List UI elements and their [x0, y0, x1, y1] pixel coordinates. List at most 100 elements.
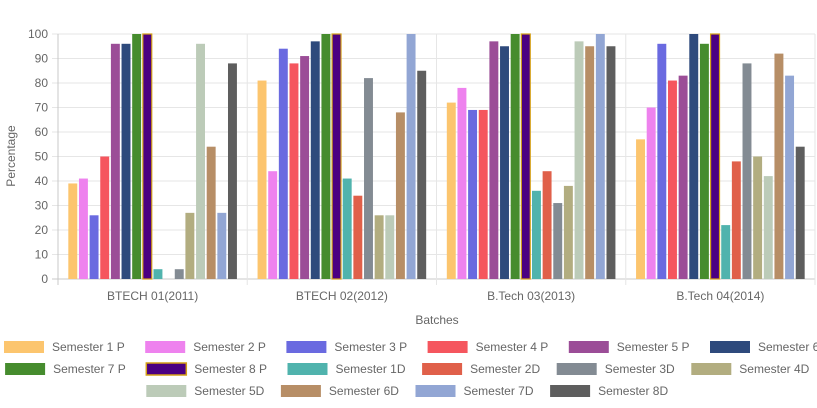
bar[interactable] [785, 75, 795, 280]
bar[interactable] [563, 185, 573, 279]
legend-item[interactable]: Semester 6 P [710, 340, 817, 354]
bar[interactable] [668, 80, 677, 279]
bar[interactable] [153, 269, 163, 279]
legend-label: Semester 2D [470, 362, 540, 376]
bar[interactable] [689, 34, 699, 279]
bar[interactable] [374, 215, 384, 279]
bar[interactable] [68, 183, 78, 279]
bar[interactable] [678, 75, 688, 280]
legend-label: Semester 1 P [52, 340, 125, 354]
bar[interactable] [385, 215, 395, 279]
bar[interactable] [595, 34, 605, 279]
bar[interactable] [646, 107, 656, 280]
legend-item[interactable]: Semester 1 P [4, 340, 125, 354]
bar[interactable] [636, 139, 645, 279]
bar[interactable] [142, 33, 153, 280]
legend-swatch [691, 363, 732, 375]
bar[interactable] [100, 156, 110, 280]
legend-item[interactable]: Semester 7 P [5, 362, 126, 376]
legend-item[interactable]: Semester 3D [556, 362, 675, 376]
bar[interactable] [531, 190, 541, 279]
legend-item[interactable]: Semester 6D [280, 384, 399, 398]
bar[interactable] [227, 63, 237, 280]
legend-swatch [568, 341, 609, 353]
bar[interactable] [457, 87, 467, 280]
legend-item[interactable]: Semester 7D [415, 384, 534, 398]
bar[interactable] [709, 33, 721, 280]
legend-item[interactable]: Semester 3 P [286, 340, 407, 354]
legend: Semester 1 P Semester 2 P Semester 3 P Seme… [4, 340, 817, 398]
legend-item[interactable]: Semester 5D [146, 384, 265, 398]
legend-label: Semester 3 P [334, 340, 407, 354]
legend-swatch [710, 341, 750, 353]
bar[interactable] [121, 43, 131, 279]
bar[interactable] [132, 34, 142, 279]
bar[interactable] [542, 171, 552, 279]
bar[interactable] [406, 34, 416, 279]
legend-item[interactable]: Semester 8D [550, 384, 668, 398]
bar[interactable] [196, 43, 205, 279]
bar[interactable] [606, 46, 616, 279]
bar[interactable] [89, 215, 99, 279]
bar[interactable] [553, 203, 563, 279]
bar[interactable] [795, 146, 805, 279]
bar[interactable] [300, 56, 310, 279]
bar[interactable] [257, 80, 267, 279]
bar[interactable] [353, 195, 363, 279]
legend-item[interactable]: Semester 5 P [568, 340, 690, 354]
legend-item[interactable]: Semester 4D [691, 362, 810, 376]
bar[interactable] [331, 33, 342, 280]
legend-item[interactable]: Semester 4 P [427, 340, 549, 354]
legend-label: Semester 6 P [758, 340, 817, 354]
bar[interactable] [78, 178, 88, 279]
bar[interactable] [574, 41, 584, 279]
bar[interactable] [395, 112, 405, 280]
bar[interactable] [774, 53, 784, 279]
bar[interactable] [446, 102, 456, 279]
bar[interactable] [310, 41, 320, 279]
bar[interactable] [731, 161, 741, 279]
bar[interactable] [520, 33, 531, 280]
legend-item[interactable]: Semester 1D [287, 362, 406, 376]
bar[interactable] [478, 109, 488, 279]
x-tick-label: B.Tech 04(2014) [676, 289, 764, 303]
bar[interactable] [489, 41, 499, 279]
bar[interactable] [110, 43, 120, 279]
legend-label: Semester 8 P [194, 362, 267, 376]
bar[interactable] [268, 171, 278, 279]
y-tick-label: 70 [35, 101, 49, 115]
bar[interactable] [185, 212, 195, 279]
legend-swatch [286, 341, 327, 353]
bar[interactable] [763, 176, 773, 279]
legend-item[interactable]: Semester 2 P [145, 340, 266, 354]
bar[interactable] [699, 43, 709, 279]
legend-label: Semester 5D [194, 384, 264, 398]
bar[interactable] [206, 146, 216, 279]
bar[interactable] [342, 178, 352, 279]
bar[interactable] [500, 46, 509, 279]
legend-label: Semester 1D [336, 362, 406, 376]
legend-swatch [145, 341, 186, 353]
bar[interactable] [217, 212, 227, 279]
bar[interactable] [364, 78, 373, 279]
bar[interactable] [174, 269, 184, 279]
bar[interactable] [721, 225, 731, 279]
bar[interactable] [321, 34, 331, 279]
x-tick-label: B.Tech 03(2013) [487, 289, 575, 303]
bar[interactable] [753, 156, 763, 280]
legend-label: Semester 2 P [193, 340, 266, 354]
legend-swatch [422, 363, 463, 375]
y-tick-label: 80 [35, 76, 49, 90]
bar[interactable] [657, 43, 667, 279]
legend-swatch [5, 363, 46, 375]
legend-label: Semester 8D [598, 384, 668, 398]
bar[interactable] [417, 70, 427, 279]
bar[interactable] [742, 63, 752, 280]
bar[interactable] [468, 109, 478, 279]
bar[interactable] [278, 48, 288, 280]
legend-item[interactable]: Semester 8 P [145, 362, 267, 376]
bar[interactable] [510, 34, 520, 279]
bar[interactable] [585, 46, 595, 279]
bar[interactable] [289, 63, 299, 280]
legend-item[interactable]: Semester 2D [422, 362, 540, 376]
